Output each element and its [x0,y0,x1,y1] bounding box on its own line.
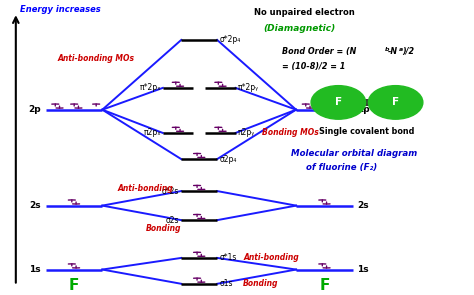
Circle shape [311,86,365,119]
Text: Bonding: Bonding [243,279,279,288]
Text: 2p: 2p [28,105,41,114]
Text: Anti-bonding MOs: Anti-bonding MOs [57,54,135,63]
Text: π*2pₓ: π*2pₓ [139,83,161,92]
Text: σ*1s: σ*1s [219,253,237,263]
Text: σ*2p₄: σ*2p₄ [219,35,241,45]
Text: Anti-bonding: Anti-bonding [243,253,299,263]
Text: Bonding: Bonding [146,224,181,233]
Text: σ2s: σ2s [165,216,179,224]
Text: π2pᵧ: π2pᵧ [237,128,255,137]
Text: π*2pᵧ: π*2pᵧ [237,83,258,92]
Text: Bond Order = (N: Bond Order = (N [282,47,356,56]
Text: F: F [69,278,79,293]
Text: F: F [392,96,399,106]
Text: = (10-8)/2 = 1: = (10-8)/2 = 1 [282,62,345,71]
Text: Bonding MOs: Bonding MOs [262,128,319,137]
Text: F: F [319,278,329,293]
Text: b: b [385,47,390,52]
Text: 1s: 1s [357,265,369,274]
Text: π2pₓ: π2pₓ [143,128,161,137]
Text: (Diamagnetic): (Diamagnetic) [263,24,335,33]
Text: a: a [399,47,403,52]
Text: Molecular orbital diagram: Molecular orbital diagram [292,149,418,158]
Text: 2p: 2p [357,105,370,114]
Text: 2s: 2s [29,201,41,210]
Text: No unpaired electron: No unpaired electron [254,8,354,17]
Text: σ2p₄: σ2p₄ [219,155,237,164]
Text: 2s: 2s [357,201,369,210]
Text: F: F [335,96,342,106]
Text: Energy increases: Energy increases [19,5,100,14]
Text: Anti-bonding: Anti-bonding [118,184,173,193]
Text: -N: -N [388,47,398,56]
Text: of fluorine (F₂): of fluorine (F₂) [306,163,377,173]
Text: σ1s: σ1s [219,279,233,288]
Text: )/2: )/2 [402,47,415,56]
Text: Single covalent bond: Single covalent bond [319,127,415,136]
Text: σ*2s: σ*2s [162,186,179,196]
Circle shape [368,86,423,119]
Text: 1s: 1s [29,265,41,274]
